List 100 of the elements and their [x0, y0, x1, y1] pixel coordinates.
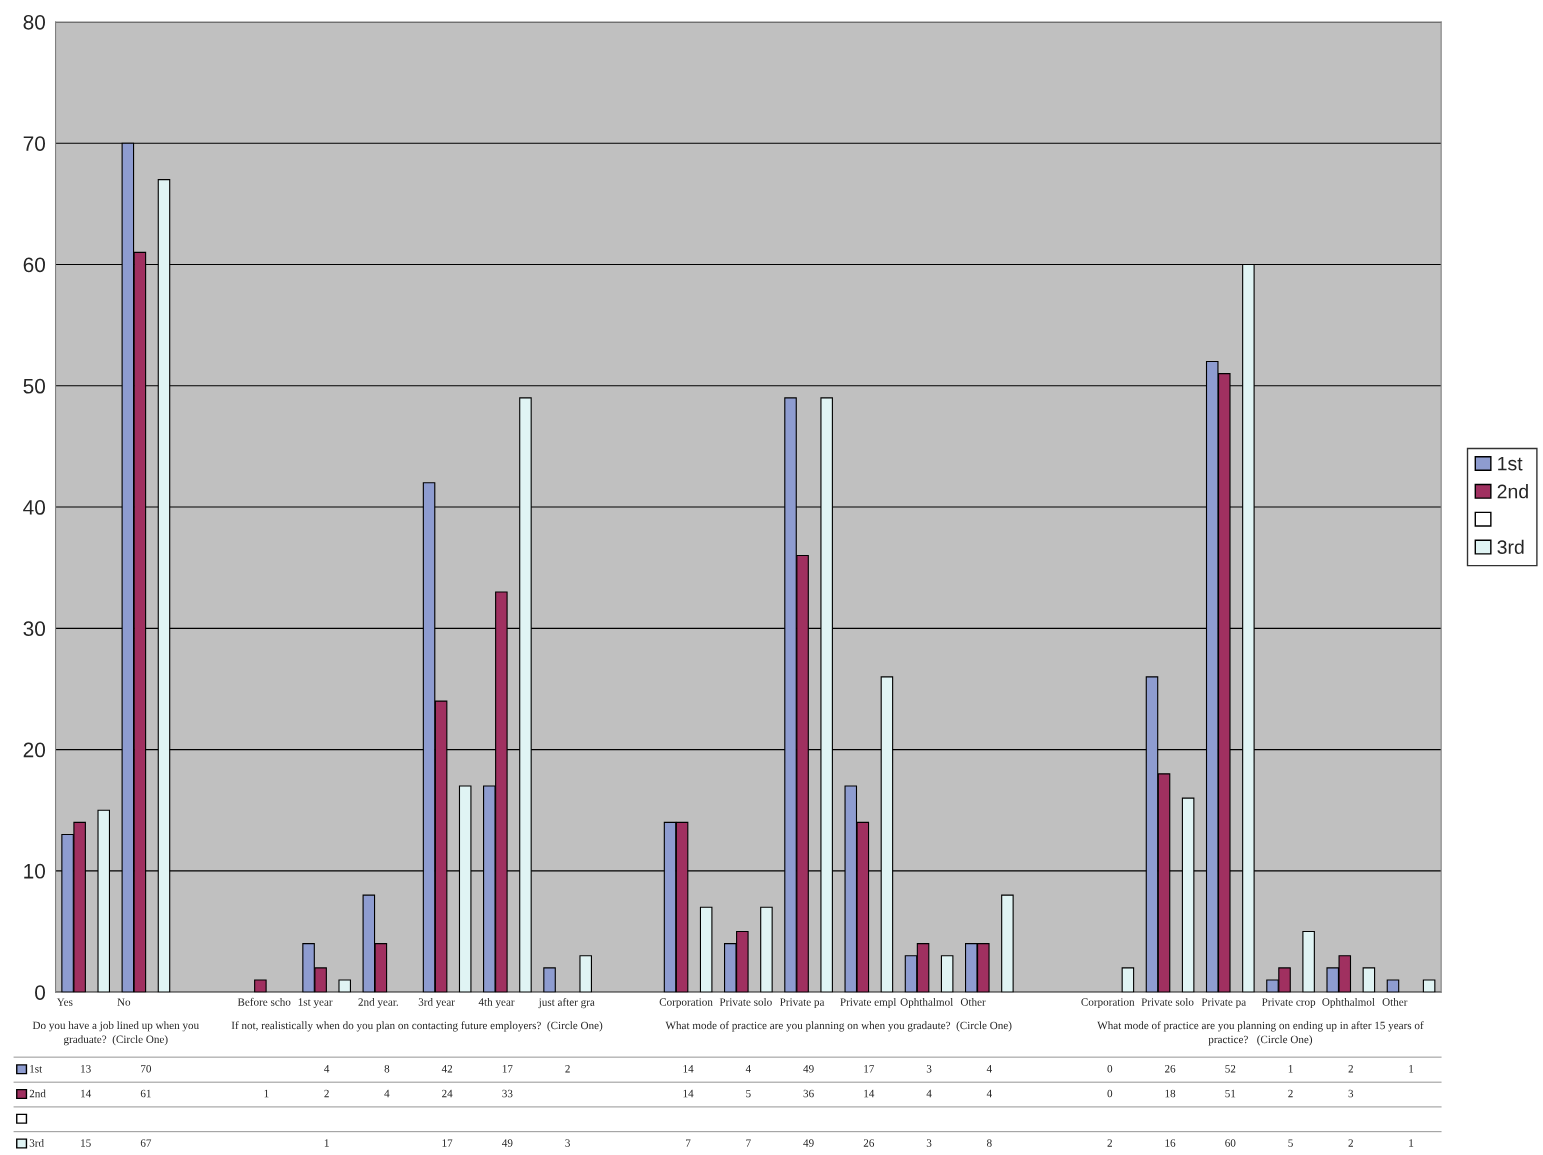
data-label: 24 [442, 1089, 453, 1098]
data-label: 49 [803, 1139, 814, 1147]
data-label: 14 [683, 1065, 694, 1073]
data-label: 14 [81, 1089, 92, 1098]
text: What mode of practice are you planning on ending up in after 15 years of practice? (Circle One) [1097, 1021, 1424, 1046]
x-tick-label: Yes [56, 998, 73, 1006]
data-label: 61 [140, 1089, 151, 1098]
data-label: 1 [324, 1139, 329, 1147]
data-label: 33 [502, 1089, 513, 1098]
x-tick-label: Other [1382, 997, 1408, 1006]
x-tick-label: 1st year [298, 998, 333, 1009]
data-label: 2 [1288, 1089, 1293, 1098]
y-tick-label: 60 [23, 257, 46, 273]
data-label: 7 [686, 1139, 691, 1147]
data-label: 60 [1225, 1139, 1236, 1147]
data-label: 3 [926, 1065, 932, 1073]
x-tick-label: Private empl [840, 997, 897, 1009]
data-label: 8 [986, 1139, 992, 1147]
data-label: 26 [863, 1139, 875, 1147]
data-label: 8 [384, 1065, 390, 1073]
data-label: 1 [1409, 1065, 1414, 1073]
data-label: 15 [81, 1139, 91, 1147]
x-tick-label: Corporation [659, 998, 713, 1009]
data-label: 70 [141, 1065, 152, 1073]
x-tick-label: Ophthalmol [900, 997, 954, 1009]
data-label: 14 [683, 1089, 694, 1098]
data-label: 5 [746, 1089, 751, 1098]
data-label: 4 [926, 1089, 932, 1098]
data-label: 3 [926, 1139, 932, 1147]
text: Do you have a job lined up when you graduate? (Circle One) [32, 1021, 199, 1046]
bar [543, 967, 556, 993]
bar [579, 955, 592, 993]
data-label: 17 [864, 1065, 875, 1073]
data-label: 4 [986, 1065, 992, 1073]
data-label: 7 [746, 1139, 751, 1147]
data-label: 2 [1348, 1065, 1353, 1073]
x-tick-label: 4th year [478, 997, 515, 1009]
data-label: 13 [81, 1065, 91, 1073]
data-label: 3 [565, 1139, 570, 1147]
text: 3rd [29, 1138, 44, 1147]
data-label: 17 [442, 1139, 453, 1147]
legend-label: 3rd [1497, 539, 1524, 555]
data-label: 2 [565, 1065, 570, 1073]
bar [1121, 967, 1135, 993]
data-label: 4 [986, 1089, 992, 1098]
x-tick-label: Ophthalmol [1322, 997, 1375, 1009]
legend-label: 2nd [29, 1089, 46, 1098]
data-label: 2 [324, 1089, 329, 1098]
x-tick-label: 3rd year [418, 997, 455, 1009]
x-tick-label: Private solo [719, 997, 772, 1006]
y-tick-label: 20 [23, 742, 46, 758]
data-label: 5 [1288, 1139, 1293, 1147]
data-label: 18 [1165, 1089, 1176, 1098]
data-label: 16 [1165, 1139, 1176, 1147]
x-tick-label: Corporation [1081, 998, 1135, 1009]
data-label: 36 [803, 1089, 814, 1098]
bar [699, 906, 713, 993]
x-tick-label: Private solo [1141, 997, 1194, 1006]
y-tick-label: 0 [35, 985, 46, 1000]
y-tick-label: 50 [23, 378, 46, 394]
x-tick-label: Private pa [780, 998, 825, 1009]
x-tick-label: Before scho [237, 997, 291, 1006]
x-tick-label: Private crop [1261, 998, 1316, 1009]
data-label: 49 [502, 1139, 513, 1147]
data-label: 17 [502, 1065, 513, 1073]
y-tick-label: 30 [23, 621, 46, 637]
bar [1362, 967, 1376, 993]
data-label: 0 [1107, 1089, 1113, 1098]
data-label: 2 [1107, 1139, 1112, 1147]
text: 1st [1498, 456, 1523, 471]
text: 2nd [1497, 484, 1528, 499]
data-label: 52 [1225, 1065, 1236, 1073]
x-tick-label: 2nd year. [358, 997, 398, 1009]
bar [760, 906, 773, 993]
y-tick-label: 80 [23, 14, 46, 30]
bar [338, 979, 351, 993]
y-tick-label: 70 [23, 136, 46, 151]
data-label: 4 [745, 1065, 751, 1073]
x-tick-label: No [117, 998, 131, 1006]
data-label: 4 [324, 1065, 330, 1073]
y-tick-label: 10 [24, 863, 46, 879]
bar [940, 955, 954, 993]
bar [1302, 930, 1315, 993]
data-label: 49 [803, 1065, 814, 1073]
bar [1386, 979, 1400, 993]
data-label: 67 [140, 1139, 152, 1147]
data-label: 1 [264, 1089, 269, 1098]
text: What mode of practice are you planning on when you gradaute? (Circle One) [665, 1021, 1012, 1032]
data-label: 1 [1409, 1139, 1414, 1147]
data-label: 0 [1107, 1065, 1113, 1073]
x-tick-label: just after gra [538, 997, 595, 1009]
data-label: 26 [1165, 1065, 1176, 1073]
legend-label: 1st [30, 1065, 43, 1073]
data-label: 42 [441, 1065, 453, 1073]
text: If not, realistically when do you plan on contacting future employers? (Circle One) [231, 1021, 603, 1032]
data-label: 51 [1225, 1089, 1236, 1098]
data-label: 14 [864, 1089, 875, 1098]
data-label: 1 [1288, 1065, 1293, 1073]
bar [254, 979, 267, 993]
bar [1001, 894, 1014, 993]
